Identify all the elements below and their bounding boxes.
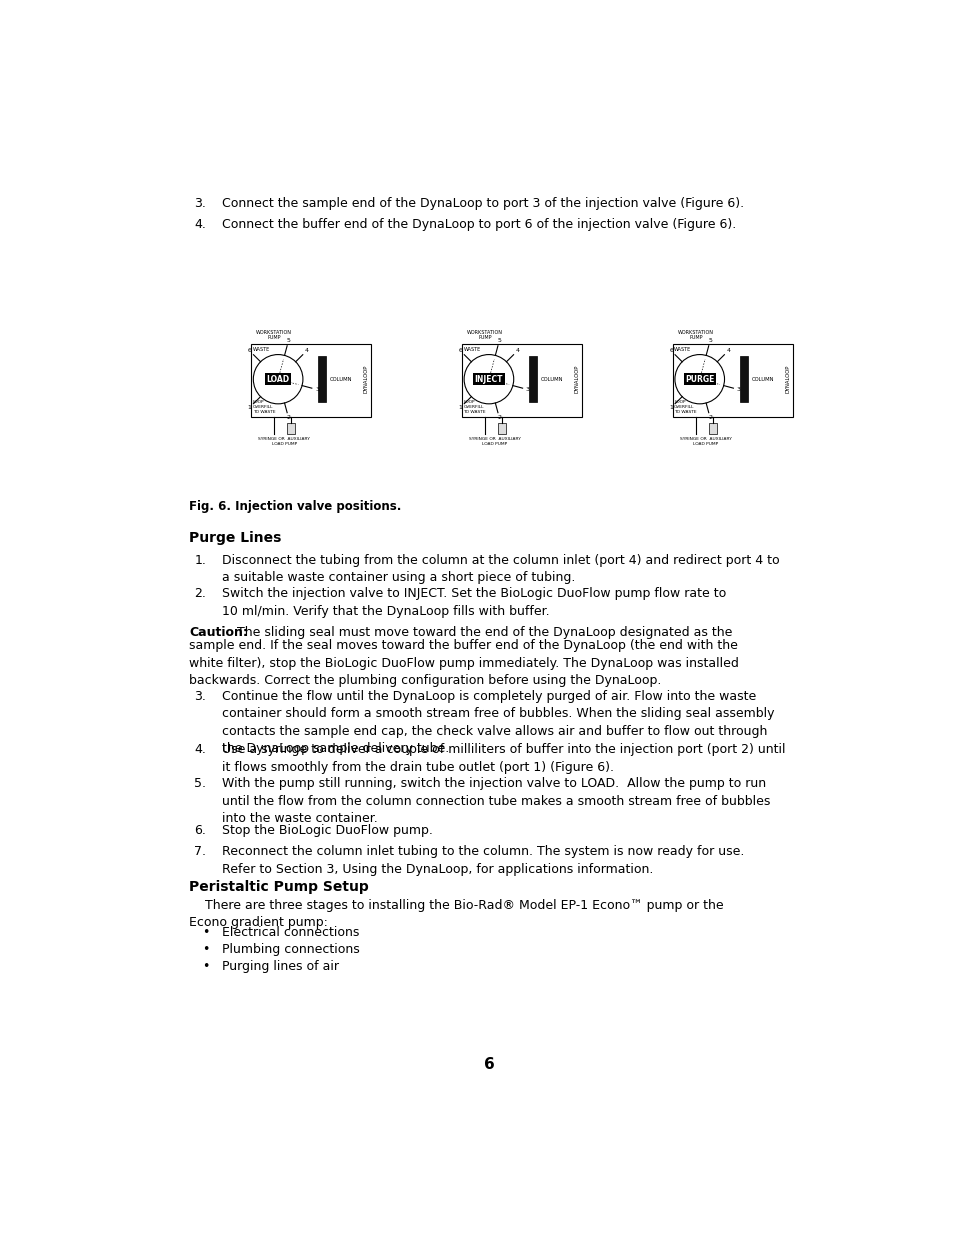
Bar — [318, 356, 326, 403]
Text: 5: 5 — [707, 338, 711, 343]
Text: 3.: 3. — [194, 689, 206, 703]
Text: 4: 4 — [725, 348, 729, 353]
Text: WORKSTATION
PUMP: WORKSTATION PUMP — [256, 330, 292, 341]
Text: WASTE: WASTE — [674, 347, 691, 352]
Circle shape — [674, 354, 723, 404]
Text: 1: 1 — [458, 405, 462, 410]
Bar — [461, 345, 581, 417]
Text: 2: 2 — [497, 415, 501, 420]
Bar — [287, 424, 294, 435]
Text: There are three stages to installing the Bio-Rad® Model EP-1 Econo™ pump or the
: There are three stages to installing the… — [189, 899, 723, 930]
Bar — [497, 424, 505, 435]
Text: 4: 4 — [515, 348, 518, 353]
Text: Connect the buffer end of the DynaLoop to port 6 of the injection valve (Figure : Connect the buffer end of the DynaLoop t… — [221, 219, 735, 231]
Text: LOOP
OVERFILL
TO WASTE: LOOP OVERFILL TO WASTE — [463, 400, 485, 414]
Text: Reconnect the column inlet tubing to the column. The system is now ready for use: Reconnect the column inlet tubing to the… — [221, 845, 743, 876]
Text: Stop the BioLogic DuoFlow pump.: Stop the BioLogic DuoFlow pump. — [221, 824, 432, 837]
Text: SYRINGE OR  AUXILIARY
LOAD PUMP: SYRINGE OR AUXILIARY LOAD PUMP — [258, 437, 310, 446]
Text: 5: 5 — [286, 338, 290, 343]
Text: DYNALOOP: DYNALOOP — [784, 366, 790, 394]
Text: 7.: 7. — [193, 845, 206, 858]
Text: LOAD: LOAD — [266, 374, 290, 384]
Text: sample end. If the seal moves toward the buffer end of the DynaLoop (the end wit: sample end. If the seal moves toward the… — [189, 638, 739, 687]
Text: COLUMN: COLUMN — [751, 377, 773, 382]
Text: 3: 3 — [736, 387, 740, 391]
Text: 4: 4 — [304, 348, 309, 353]
Text: Purging lines of air: Purging lines of air — [221, 960, 338, 973]
Text: Disconnect the tubing from the column at the column inlet (port 4) and redirect : Disconnect the tubing from the column at… — [221, 555, 779, 584]
Text: PURGE: PURGE — [684, 374, 714, 384]
Text: 6: 6 — [458, 348, 462, 353]
Text: 1: 1 — [248, 405, 252, 410]
Text: LOOP
OVERFILL
TO WASTE: LOOP OVERFILL TO WASTE — [253, 400, 274, 414]
Text: COLUMN: COLUMN — [540, 377, 563, 382]
Text: 1.: 1. — [194, 555, 206, 567]
Bar — [529, 356, 537, 403]
Text: Purge Lines: Purge Lines — [189, 531, 281, 545]
Text: Continue the flow until the DynaLoop is completely purged of air. Flow into the : Continue the flow until the DynaLoop is … — [221, 689, 773, 755]
Text: 4.: 4. — [194, 219, 206, 231]
Text: The sliding seal must move toward the end of the DynaLoop designated as the: The sliding seal must move toward the en… — [233, 626, 732, 638]
Text: Switch the injection valve to INJECT. Set the BioLogic DuoFlow pump flow rate to: Switch the injection valve to INJECT. Se… — [221, 587, 725, 618]
Text: LOOP
OVERFILL
TO WASTE: LOOP OVERFILL TO WASTE — [674, 400, 696, 414]
Text: Fig. 6. Injection valve positions.: Fig. 6. Injection valve positions. — [189, 500, 401, 513]
Text: 6: 6 — [248, 348, 252, 353]
Text: 2: 2 — [286, 415, 291, 420]
Text: 6.: 6. — [194, 824, 206, 837]
Text: SYRINGE OR  AUXILIARY
LOAD PUMP: SYRINGE OR AUXILIARY LOAD PUMP — [679, 437, 731, 446]
Text: Connect the sample end of the DynaLoop to port 3 of the injection valve (Figure : Connect the sample end of the DynaLoop t… — [221, 196, 743, 210]
Text: 3: 3 — [314, 387, 318, 391]
Text: 5: 5 — [497, 338, 500, 343]
Text: Plumbing connections: Plumbing connections — [221, 942, 359, 956]
Text: 5.: 5. — [193, 777, 206, 790]
Text: WORKSTATION
PUMP: WORKSTATION PUMP — [467, 330, 502, 341]
Circle shape — [464, 354, 513, 404]
Bar — [708, 424, 716, 435]
Text: WASTE: WASTE — [253, 347, 270, 352]
Text: Caution:: Caution: — [189, 626, 248, 638]
Text: 1: 1 — [669, 405, 673, 410]
Text: WASTE: WASTE — [463, 347, 480, 352]
Text: 2.: 2. — [194, 587, 206, 600]
Bar — [251, 345, 371, 417]
Bar — [740, 356, 747, 403]
Text: INJECT: INJECT — [475, 374, 502, 384]
Text: 6: 6 — [669, 348, 673, 353]
Text: Electrical connections: Electrical connections — [221, 926, 358, 939]
Text: Use a syringe to deliver a couple of milliliters of buffer into the injection po: Use a syringe to deliver a couple of mil… — [221, 743, 784, 774]
Text: 3.: 3. — [194, 196, 206, 210]
Text: 4.: 4. — [194, 743, 206, 756]
Text: •: • — [202, 960, 210, 973]
Text: •: • — [202, 942, 210, 956]
Text: DYNALOOP: DYNALOOP — [574, 366, 579, 394]
Text: 6: 6 — [483, 1057, 494, 1072]
Text: DYNALOOP: DYNALOOP — [363, 366, 369, 394]
Text: With the pump still running, switch the injection valve to LOAD.  Allow the pump: With the pump still running, switch the … — [221, 777, 769, 825]
Circle shape — [253, 354, 303, 404]
Text: 2: 2 — [707, 415, 711, 420]
Text: COLUMN: COLUMN — [330, 377, 353, 382]
Bar — [672, 345, 792, 417]
Text: •: • — [202, 926, 210, 939]
Text: 3: 3 — [525, 387, 529, 391]
Text: SYRINGE OR  AUXILIARY
LOAD PUMP: SYRINGE OR AUXILIARY LOAD PUMP — [469, 437, 520, 446]
Text: Peristaltic Pump Setup: Peristaltic Pump Setup — [189, 879, 369, 894]
Text: WORKSTATION
PUMP: WORKSTATION PUMP — [678, 330, 713, 341]
